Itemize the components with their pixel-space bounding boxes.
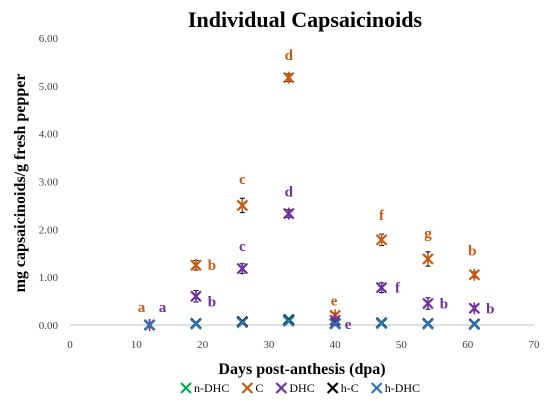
point-c bbox=[468, 268, 481, 281]
letter-c: g bbox=[424, 226, 432, 242]
legend-item: n-DHC bbox=[180, 381, 229, 395]
x-tick-labels: 0 10 20 30 40 50 60 70 bbox=[67, 339, 540, 351]
legend-item: DHC bbox=[275, 381, 315, 395]
point-dhc bbox=[375, 281, 388, 294]
y-tick-label: 3.00 bbox=[39, 177, 59, 189]
letter-dhc: b bbox=[486, 301, 494, 317]
letter-c: b bbox=[208, 258, 216, 274]
point-h-dhc bbox=[468, 318, 481, 331]
point-h-dhc bbox=[190, 318, 202, 330]
point-dhc bbox=[236, 262, 249, 275]
point-c bbox=[236, 199, 249, 212]
error-bars bbox=[193, 73, 477, 323]
y-tick-label: 4.00 bbox=[39, 129, 59, 141]
point-c bbox=[422, 252, 434, 265]
letter-c: f bbox=[379, 208, 385, 224]
point-dhc bbox=[282, 207, 295, 220]
letter-c: c bbox=[239, 172, 246, 188]
letter-dhc: e bbox=[345, 317, 352, 333]
legend-label: h-C bbox=[341, 381, 359, 395]
x-tick-label: 40 bbox=[330, 339, 342, 351]
x-tick-label: 10 bbox=[131, 339, 143, 351]
y-tick-labels: 0.00 1.00 2.00 3.00 4.00 5.00 6.00 bbox=[39, 33, 59, 332]
letter-dhc: d bbox=[285, 185, 294, 201]
point-h-dhc bbox=[422, 318, 434, 330]
legend-marker bbox=[326, 382, 339, 394]
y-tick-label: 6.00 bbox=[39, 33, 59, 45]
x-tick-label: 30 bbox=[263, 339, 275, 351]
letter-dhc: a bbox=[159, 300, 167, 316]
legend-label: h-DHC bbox=[385, 381, 420, 395]
legend-label: n-DHC bbox=[194, 381, 229, 395]
legend-marker bbox=[241, 382, 254, 394]
letter-c: e bbox=[331, 293, 338, 309]
letter-dhc: b bbox=[208, 294, 216, 310]
y-axis-title: mg capsaicinoids/g fresh pepper bbox=[12, 74, 29, 293]
x-tick-label: 0 bbox=[67, 339, 73, 351]
x-tick-label: 70 bbox=[529, 339, 541, 351]
legend-marker bbox=[180, 382, 192, 394]
y-tick-label: 5.00 bbox=[39, 81, 59, 93]
point-c bbox=[282, 71, 295, 84]
point-dhc bbox=[190, 290, 202, 303]
legend-item: h-DHC bbox=[370, 381, 420, 395]
letter-dhc: c bbox=[239, 239, 246, 255]
legend: n-DHC C DHC h-C h-DHC bbox=[180, 381, 420, 395]
point-dhc bbox=[468, 302, 481, 315]
chart-title: Individual Capsaicinoids bbox=[188, 7, 423, 32]
x-tick-label: 60 bbox=[462, 339, 474, 351]
point-h-dhc bbox=[236, 316, 249, 329]
point-c bbox=[375, 233, 388, 246]
x-tick-label: 50 bbox=[396, 339, 408, 351]
letter-c: a bbox=[138, 300, 146, 316]
x-axis-title: Days post-anthesis (dpa) bbox=[218, 361, 385, 378]
letter-c: d bbox=[285, 48, 294, 64]
legend-item: h-C bbox=[326, 381, 359, 395]
letter-c: b bbox=[468, 244, 476, 260]
point-dhc bbox=[422, 297, 434, 310]
legend-marker bbox=[275, 382, 288, 394]
point-h-dhc bbox=[143, 319, 156, 331]
x-tick-label: 20 bbox=[197, 339, 209, 351]
legend-marker bbox=[370, 382, 383, 394]
point-c bbox=[190, 259, 202, 272]
letter-dhc: b bbox=[440, 296, 448, 312]
y-tick-label: 0.00 bbox=[39, 320, 59, 332]
legend-item: C bbox=[241, 381, 263, 395]
y-tick-label: 1.00 bbox=[39, 272, 59, 284]
point-h-dhc bbox=[375, 317, 388, 330]
significance-letters: a b c d e f g b a b c d e f b b bbox=[138, 48, 495, 333]
point-h-dhc bbox=[282, 315, 295, 327]
y-tick-label: 2.00 bbox=[39, 224, 59, 236]
legend-label: DHC bbox=[289, 381, 314, 395]
data-points bbox=[143, 71, 481, 331]
letter-dhc: f bbox=[395, 281, 401, 297]
point-h-dhc bbox=[329, 318, 341, 330]
legend-label: C bbox=[255, 381, 263, 395]
